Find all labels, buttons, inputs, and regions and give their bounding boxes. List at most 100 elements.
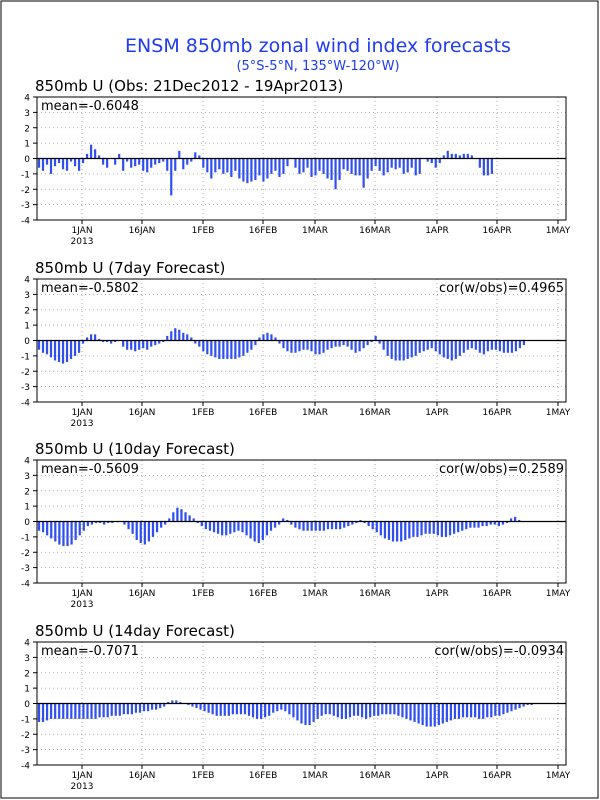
x-tick-label: 1MAY	[546, 408, 571, 418]
mean-annotation: mean=-0.5609	[41, 462, 139, 477]
bar	[406, 340, 409, 359]
panel-title: 850mb U (7day Forecast)	[35, 259, 225, 277]
bar	[102, 158, 105, 165]
bar	[221, 521, 224, 536]
bar	[37, 521, 41, 531]
bar	[518, 340, 522, 349]
bar	[214, 340, 217, 358]
bar	[234, 158, 237, 171]
bar	[170, 331, 173, 341]
y-tick-label: -2	[21, 186, 30, 196]
bar	[382, 158, 385, 176]
bar	[192, 518, 195, 522]
bar	[61, 158, 65, 170]
bar	[310, 340, 313, 352]
bar	[416, 521, 419, 537]
bar	[482, 340, 485, 355]
bar	[138, 158, 141, 165]
bar	[270, 334, 273, 341]
bar	[131, 521, 134, 534]
bar	[338, 158, 341, 181]
bar	[190, 158, 193, 162]
bar	[390, 340, 393, 359]
bar	[330, 340, 333, 349]
bar	[278, 340, 281, 344]
x-tick-label: 1JAN	[71, 771, 92, 781]
figure-title: ENSM 850mb zonal wind index forecasts	[125, 35, 511, 57]
bar	[326, 340, 329, 350]
bar	[98, 338, 101, 341]
bar	[41, 521, 45, 533]
bar	[298, 340, 301, 352]
bar	[465, 521, 468, 530]
bar	[251, 703, 255, 718]
y-tick-label: -3	[21, 383, 30, 393]
bar	[369, 703, 372, 718]
bar	[454, 153, 457, 159]
bar	[41, 340, 45, 353]
panel-3: 850mb U (14day Forecast) 4 3 2 1 0 -1 -2 -3 -4 1JA…	[21, 622, 571, 792]
bar	[282, 518, 285, 522]
bar	[302, 158, 305, 173]
bar	[176, 507, 179, 522]
bar	[110, 340, 113, 344]
bar	[302, 340, 305, 350]
bar	[314, 521, 317, 531]
bar	[509, 518, 513, 522]
bar	[326, 158, 329, 179]
mean-annotation: mean=-0.7071	[41, 644, 139, 659]
bar	[298, 158, 301, 174]
correlation-annotation: cor(w/obs)=0.4965	[439, 281, 564, 296]
y-tick-label: 0	[24, 155, 30, 165]
bar	[114, 158, 117, 165]
bar	[264, 703, 267, 718]
bar	[482, 703, 485, 719]
bar	[172, 512, 175, 522]
bar	[450, 340, 453, 361]
x-year-label: 2013	[71, 600, 94, 610]
bar	[402, 158, 405, 174]
bar	[184, 512, 187, 522]
bar	[304, 703, 307, 726]
bar	[142, 340, 145, 349]
bar	[514, 703, 517, 710]
panel-0: 850mb U (Obs: 21Dec2012 - 19Apr2013) 4 3 2 1…	[21, 77, 571, 247]
bar	[351, 521, 354, 525]
bar	[258, 158, 261, 176]
bar	[449, 703, 453, 721]
bar	[334, 158, 337, 190]
bar	[389, 703, 392, 715]
bar	[466, 340, 469, 350]
bar	[433, 703, 436, 727]
bar	[284, 703, 287, 712]
bar	[310, 521, 313, 531]
bar	[430, 158, 433, 164]
bar	[98, 155, 101, 159]
bar	[218, 158, 221, 170]
bar	[446, 340, 449, 359]
bar	[356, 703, 360, 716]
bar	[454, 340, 457, 359]
bar	[74, 703, 77, 719]
bar	[318, 158, 321, 171]
bar	[242, 158, 245, 182]
bar	[410, 340, 413, 358]
bar	[118, 153, 121, 159]
bar	[171, 700, 174, 704]
bar	[150, 158, 153, 168]
bar	[410, 158, 413, 168]
bar	[386, 340, 389, 356]
y-tick-label: -1	[21, 533, 30, 543]
bar	[342, 340, 345, 346]
bar	[57, 158, 61, 164]
bar	[111, 521, 114, 524]
bar	[163, 703, 166, 707]
y-tick-label: -2	[21, 731, 30, 741]
bar	[198, 155, 201, 159]
bar	[246, 158, 249, 184]
bar	[493, 521, 496, 525]
bar	[65, 158, 69, 171]
bar	[146, 703, 150, 712]
bar	[450, 153, 453, 159]
